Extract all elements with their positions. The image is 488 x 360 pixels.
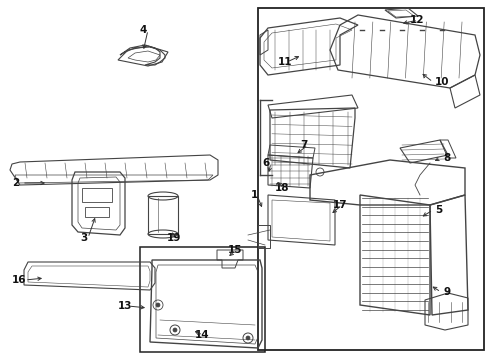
Text: 19: 19 (167, 233, 181, 243)
Text: 6: 6 (262, 158, 269, 168)
Text: 18: 18 (274, 183, 289, 193)
Text: 3: 3 (80, 233, 87, 243)
Bar (82, 188, 112, 202)
Text: 1: 1 (250, 190, 258, 200)
Text: 5: 5 (434, 205, 441, 215)
Text: 13: 13 (118, 301, 132, 311)
Text: 9: 9 (442, 287, 449, 297)
Circle shape (156, 303, 160, 307)
Bar (85, 207, 109, 217)
Circle shape (245, 336, 249, 340)
Text: 4: 4 (140, 25, 147, 35)
Bar (148, 196, 178, 234)
Text: 2: 2 (12, 178, 19, 188)
Text: 12: 12 (409, 15, 424, 25)
Text: 7: 7 (299, 140, 307, 150)
Text: 10: 10 (434, 77, 448, 87)
Text: 11: 11 (278, 57, 292, 67)
Text: 8: 8 (442, 153, 449, 163)
Bar (140, 247, 264, 352)
Text: 17: 17 (332, 200, 347, 210)
Text: 14: 14 (195, 330, 209, 340)
Text: 16: 16 (12, 275, 26, 285)
Bar (258, 8, 483, 350)
Circle shape (173, 328, 177, 332)
Text: 15: 15 (227, 245, 242, 255)
